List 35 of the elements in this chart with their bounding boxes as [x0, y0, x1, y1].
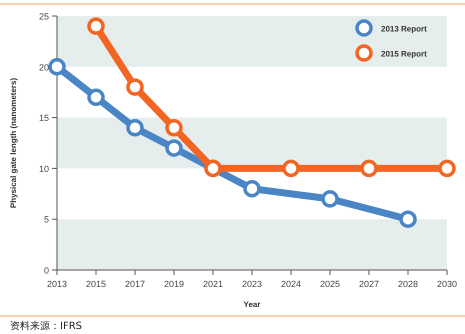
y-tick-label: 10 — [38, 164, 49, 174]
x-tick-label: 2019 — [164, 279, 184, 289]
legend-label: 2013 Report — [381, 24, 428, 34]
point — [48, 58, 66, 76]
x-tick-label: 2030 — [436, 279, 458, 289]
x-tick-label: 2023 — [242, 279, 262, 289]
y-tick-label: 15 — [38, 113, 49, 124]
point — [165, 139, 183, 157]
point — [126, 119, 144, 137]
point — [282, 160, 300, 178]
point — [126, 78, 144, 96]
x-axis-title: Year — [244, 300, 260, 309]
y-tick-label: 0 — [44, 266, 49, 276]
point — [360, 160, 378, 178]
point — [87, 88, 105, 106]
y-tick-label: 5 — [44, 214, 49, 225]
y-axis-title: Physical gate length (nanometers) — [9, 78, 18, 208]
y-tick-label: 20 — [38, 62, 49, 72]
x-tick-label: 2017 — [124, 279, 146, 289]
x-tick-label: 2028 — [398, 279, 418, 289]
point — [87, 17, 105, 35]
text: 资料来源：IFRS — [10, 320, 82, 332]
point — [243, 180, 261, 198]
x-tick-label: 2027 — [358, 279, 380, 289]
y-tick-label: 25 — [38, 12, 49, 22]
x-tick-label: 2015 — [86, 279, 106, 289]
x-tick-label: 2024 — [280, 279, 302, 289]
point — [321, 190, 339, 208]
x-tick-label: 2025 — [320, 279, 340, 289]
point — [438, 160, 456, 178]
legend-label: 2015 Report — [381, 50, 428, 58]
x-tick-label: 2013 — [46, 279, 68, 289]
x-tick-label: 2021 — [202, 279, 224, 289]
point — [165, 119, 183, 137]
point — [399, 210, 417, 228]
